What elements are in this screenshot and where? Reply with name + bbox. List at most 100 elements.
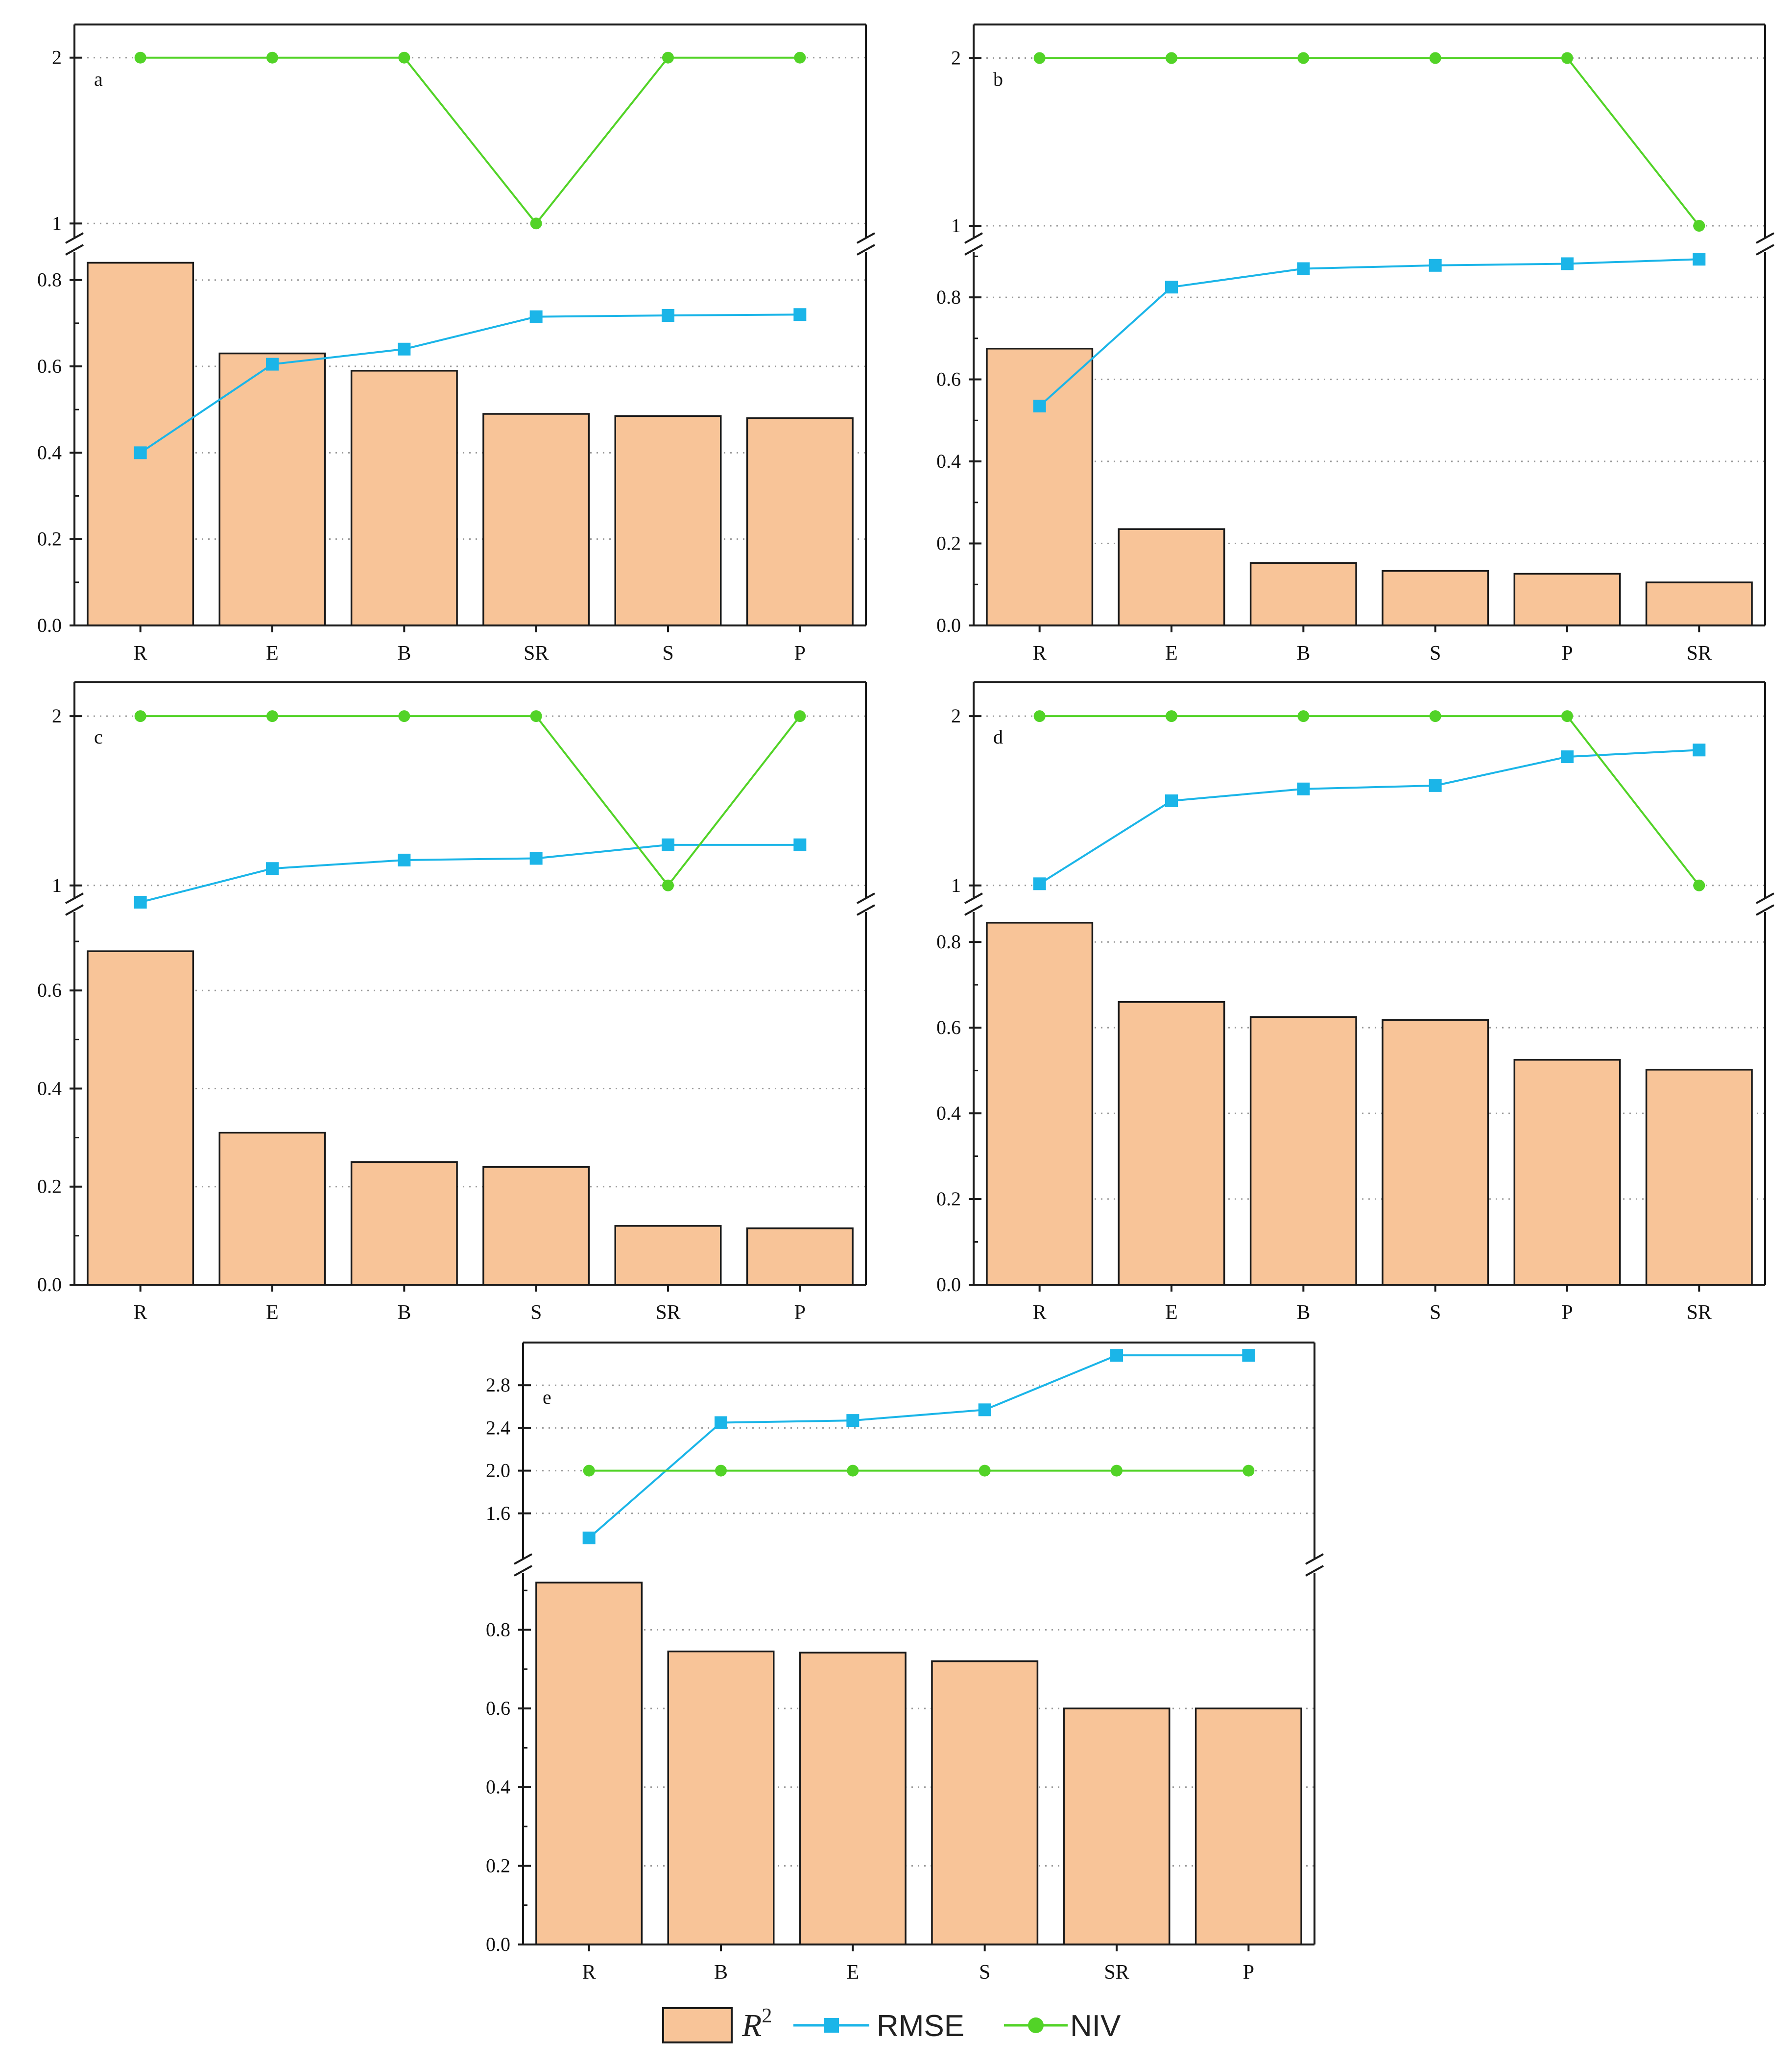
x-tick-label: SR xyxy=(1687,1301,1712,1324)
axis-break-mark xyxy=(65,244,84,256)
x-tick-label: R xyxy=(1033,1301,1047,1324)
y-tick-label: 0.4 xyxy=(37,441,62,463)
rmse-point xyxy=(1561,750,1574,764)
y-tick-label: 0.8 xyxy=(936,286,961,308)
legend: R2 RMSE NIV xyxy=(662,2005,1121,2043)
y-tick-label: 2.8 xyxy=(486,1374,510,1396)
rmse-line xyxy=(140,843,800,903)
y-tick-label: 0.6 xyxy=(37,979,62,1001)
axis-break-mark xyxy=(857,244,875,256)
niv-point xyxy=(794,51,806,64)
rmse-point xyxy=(529,852,543,865)
rmse-point xyxy=(134,446,147,459)
y-tick-label: 0.2 xyxy=(936,532,961,554)
rmse-point xyxy=(715,1416,727,1429)
rmse-point xyxy=(793,308,807,321)
bar-r2 xyxy=(614,1225,722,1286)
niv-point xyxy=(1561,710,1573,722)
axis-break-mark xyxy=(1756,232,1774,244)
niv-point xyxy=(1693,220,1705,232)
niv-point xyxy=(1429,710,1441,722)
x-tick-label: B xyxy=(397,642,411,665)
rmse-point xyxy=(1693,253,1706,266)
rmse-point xyxy=(1033,877,1046,890)
niv-point xyxy=(530,710,542,722)
bar-r2 xyxy=(1382,570,1489,626)
rmse-point xyxy=(846,1414,860,1427)
rmse-point xyxy=(398,342,411,356)
rmse-point xyxy=(1297,262,1310,275)
panel-letter: e xyxy=(543,1386,551,1408)
x-tick-label: E xyxy=(1165,1301,1178,1324)
rmse-point xyxy=(1110,1349,1123,1362)
x-tick-label: R xyxy=(582,1961,596,1984)
y-tick-label: 2.0 xyxy=(486,1460,510,1482)
bar-r2 xyxy=(350,1161,458,1286)
legend-r2-label: R2 xyxy=(741,2005,772,2043)
x-tick-label: P xyxy=(794,1301,806,1324)
axis-break-mark xyxy=(1756,904,1774,916)
rmse-point xyxy=(1033,400,1046,413)
bar-r2 xyxy=(746,1227,854,1286)
rmse-point xyxy=(793,838,807,851)
x-tick-label: B xyxy=(1296,1301,1310,1324)
rmse-point xyxy=(1165,281,1178,294)
axis-break-mark xyxy=(1305,1553,1324,1565)
y-tick-label: 0.2 xyxy=(936,1188,961,1210)
y-tick-label: 0.0 xyxy=(936,1273,961,1296)
niv-point xyxy=(662,51,674,64)
y-tick-label: 0.6 xyxy=(486,1697,510,1719)
x-tick-label: SR xyxy=(1104,1961,1129,1984)
niv-point xyxy=(134,710,146,722)
niv-point xyxy=(1166,710,1177,722)
niv-point xyxy=(1033,710,1046,722)
rmse-line xyxy=(1039,258,1699,407)
panel-letter: c xyxy=(94,726,103,748)
niv-point xyxy=(1033,52,1046,64)
rmse-point xyxy=(1693,744,1706,757)
y-tick-label: 2 xyxy=(52,705,62,727)
bar-r2 xyxy=(482,1166,590,1286)
niv-line xyxy=(1039,715,1700,887)
y-tick-label: 0.6 xyxy=(936,368,961,390)
axis-break-mark xyxy=(65,892,84,904)
rmse-point xyxy=(978,1403,991,1416)
niv-point xyxy=(134,51,146,64)
bar-r2 xyxy=(667,1650,775,1945)
y-tick-label: 0.6 xyxy=(936,1016,961,1038)
bar-r2 xyxy=(1645,581,1753,626)
x-tick-label: P xyxy=(1243,1961,1254,1984)
bar-r2 xyxy=(1118,528,1225,626)
x-tick-label: S xyxy=(530,1301,542,1324)
bar-r2 xyxy=(1118,1001,1225,1286)
niv-point xyxy=(266,710,278,722)
bar-r2 xyxy=(799,1652,907,1945)
rmse-point xyxy=(662,309,674,322)
niv-point xyxy=(1561,52,1573,64)
y-tick-label: 0.4 xyxy=(936,450,961,472)
niv-point xyxy=(398,51,410,64)
axis-break-mark xyxy=(65,232,84,244)
niv-line xyxy=(140,715,801,888)
legend-rmse-marker xyxy=(824,2018,839,2033)
y-tick-label: 0.6 xyxy=(37,355,62,377)
niv-point xyxy=(1297,710,1310,722)
panel-letter: d xyxy=(993,726,1003,748)
niv-point xyxy=(1693,879,1705,891)
x-tick-label: B xyxy=(397,1301,411,1324)
bar-r2 xyxy=(482,413,590,626)
rmse-point xyxy=(662,838,674,851)
y-tick-label: 0.0 xyxy=(486,1933,510,1955)
axis-break-mark xyxy=(65,904,84,916)
x-tick-label: SR xyxy=(1687,642,1712,665)
axis-break-mark xyxy=(514,1553,532,1565)
axis-break-mark xyxy=(964,244,983,256)
bar-r2 xyxy=(1249,562,1357,626)
bar-r2 xyxy=(218,352,326,626)
rmse-point xyxy=(1165,794,1178,807)
rmse-line xyxy=(140,313,800,454)
bar-r2 xyxy=(986,348,1094,626)
legend-r2-sup: 2 xyxy=(762,2005,772,2027)
y-tick-label: 0.4 xyxy=(936,1102,961,1124)
